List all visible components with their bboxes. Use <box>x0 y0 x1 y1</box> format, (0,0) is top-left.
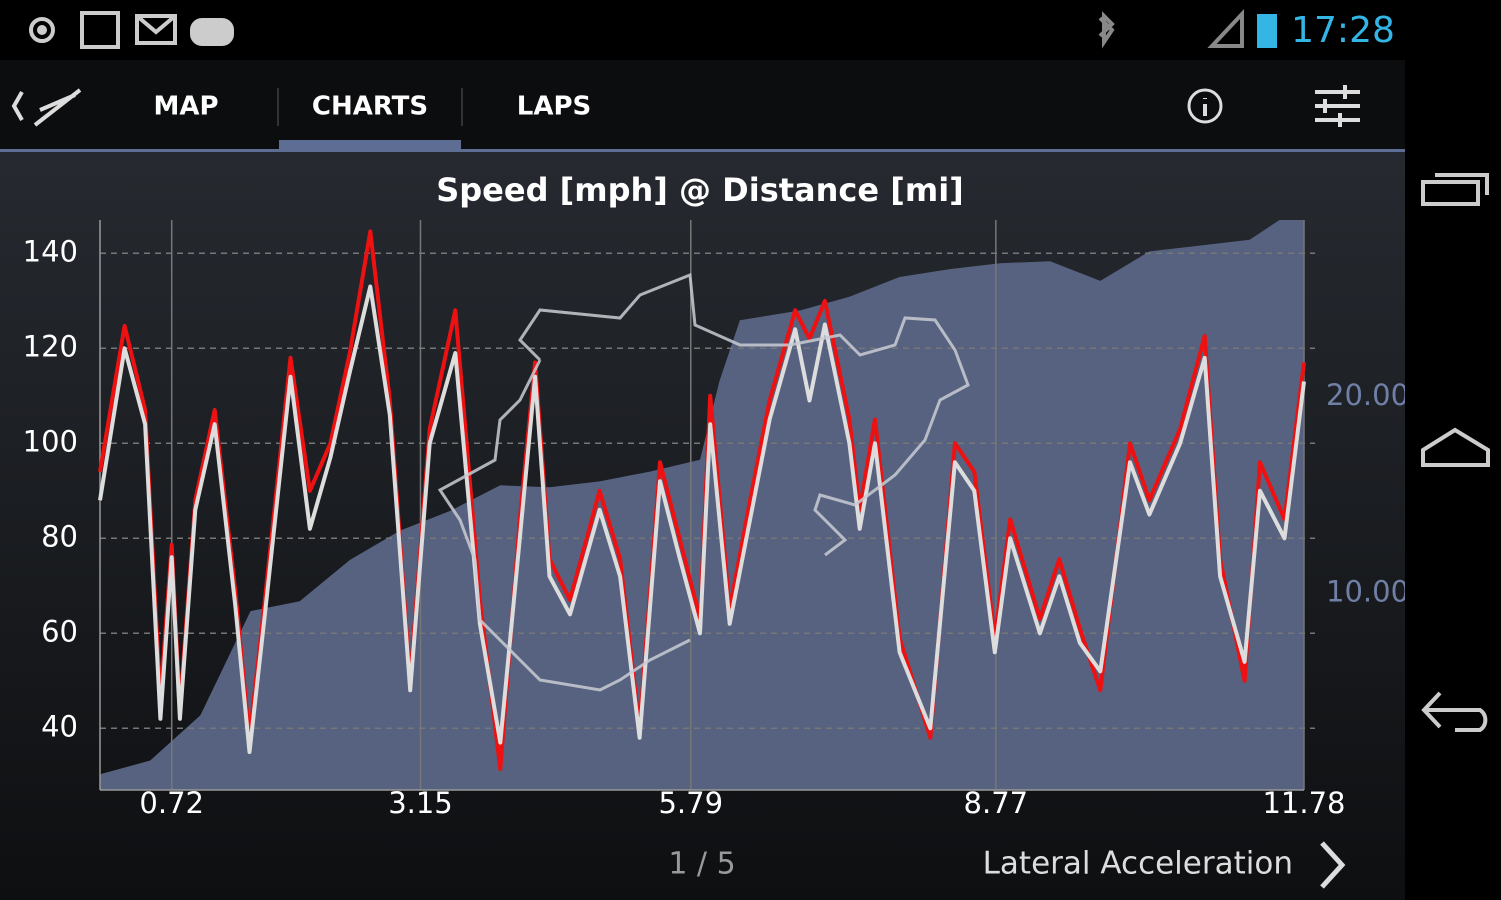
nav-buttons[interactable] <box>1421 173 1490 732</box>
chart-title: Speed [mph] @ Distance [mi] <box>436 171 964 209</box>
x-tick-label: 11.78 <box>1262 786 1345 820</box>
info-button[interactable] <box>1187 88 1223 124</box>
status-bar <box>0 0 1405 60</box>
next-chart[interactable]: Lateral Acceleration <box>983 846 1293 882</box>
line-series <box>98 284 1306 754</box>
status-icons <box>29 8 1277 49</box>
active-tab-indicator <box>279 140 461 150</box>
x-tick-label: 8.77 <box>964 786 1029 820</box>
y-tick-label: 140 <box>23 234 78 268</box>
app-icon[interactable] <box>11 88 82 127</box>
area-series <box>100 220 1304 790</box>
clock: 17:28 <box>1291 10 1395 51</box>
settings-button[interactable] <box>1315 85 1360 127</box>
tab[interactable]: CHARTS <box>312 92 428 122</box>
y-tick-label: 120 <box>23 329 78 363</box>
track-outline <box>437 272 970 692</box>
tab-bar <box>0 60 1405 150</box>
y-tick-label: 100 <box>23 424 78 458</box>
x-tick-label: 3.15 <box>388 786 453 820</box>
tab-underline <box>0 149 1405 152</box>
page-indicator: 1 / 5 <box>668 847 735 882</box>
tab[interactable]: LAPS <box>517 92 591 122</box>
y-tick-label: 60 <box>41 614 78 648</box>
y-tick-label: 40 <box>41 709 78 743</box>
tabs: MAP CHARTS LAPS <box>153 88 591 150</box>
y2-tick-label: 20.00 <box>1326 378 1409 412</box>
next-arrow[interactable] <box>1320 841 1346 889</box>
tab[interactable]: MAP <box>153 92 218 122</box>
y2-tick-label: 10.00 <box>1326 574 1409 608</box>
y-tick-label: 80 <box>41 519 78 553</box>
plot: 40 60 80 100 120 140 0.72 3.15 5.79 8.77 11.78 10.0… <box>23 220 1409 820</box>
x-tick-label: 5.79 <box>658 786 723 820</box>
x-tick-label: 0.72 <box>139 786 204 820</box>
